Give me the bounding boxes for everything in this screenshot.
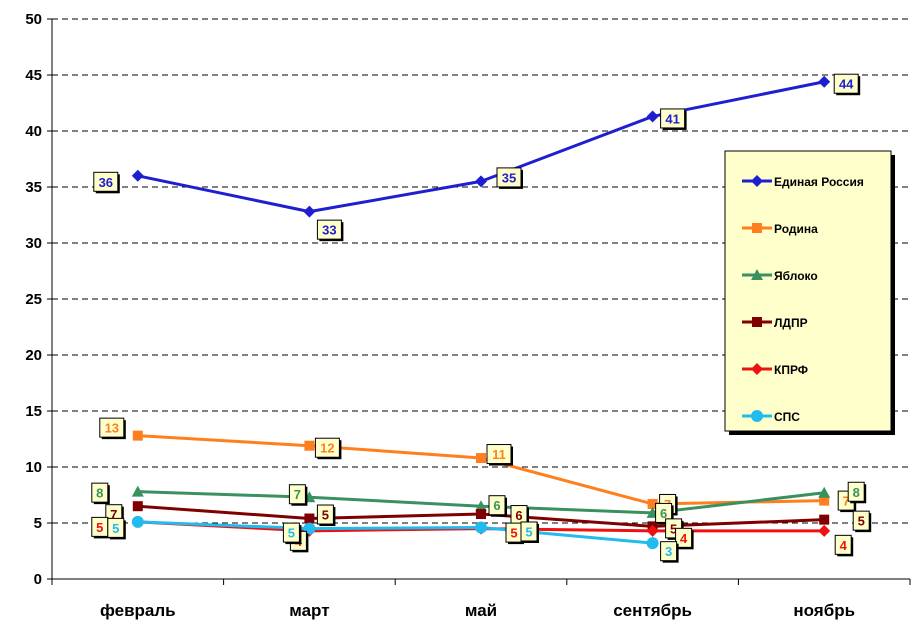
- legend-entry: Родина: [774, 222, 818, 236]
- legend-entry: ЛДПР: [774, 316, 808, 330]
- legend: Единая Россия Родина Яблоко ЛДПР КПРФ СПС: [725, 151, 895, 435]
- data-label: 5: [322, 508, 329, 523]
- y-tick-label: 0: [34, 571, 42, 588]
- legend-marker: [752, 317, 762, 327]
- data-point: [818, 525, 830, 537]
- data-label: 6: [493, 498, 500, 513]
- data-label: 5: [96, 520, 103, 535]
- data-point: [819, 515, 829, 525]
- data-point: [303, 206, 315, 218]
- data-label: 4: [680, 531, 688, 546]
- data-label: 6: [515, 508, 522, 523]
- data-label: 11: [492, 447, 506, 462]
- series-line-0: [138, 82, 824, 212]
- y-tick-label: 50: [25, 11, 42, 28]
- data-point: [476, 509, 486, 519]
- data-label: 5: [510, 526, 517, 541]
- y-tick-label: 15: [25, 403, 42, 420]
- data-point: [647, 537, 659, 549]
- legend-marker: [752, 223, 762, 233]
- y-tick-label: 5: [34, 515, 42, 532]
- y-tick-label: 20: [25, 347, 42, 364]
- data-point: [304, 441, 314, 451]
- data-point: [475, 175, 487, 187]
- data-point: [475, 521, 487, 533]
- data-label: 36: [99, 175, 113, 190]
- legend-entry: Единая Россия: [774, 175, 864, 189]
- data-label: 5: [525, 524, 532, 539]
- legend-box: [725, 151, 891, 431]
- data-label: 8: [853, 485, 860, 500]
- data-label: 35: [502, 170, 516, 185]
- y-tick-label: 25: [25, 291, 42, 308]
- data-label: 7: [294, 487, 301, 502]
- data-label: 3: [665, 544, 672, 559]
- data-label: 44: [839, 77, 854, 92]
- y-tick-label: 40: [25, 123, 42, 140]
- x-tick-label: май: [465, 601, 497, 620]
- data-point: [818, 76, 830, 88]
- y-tick-label: 35: [25, 179, 42, 196]
- legend-entry: СПС: [774, 410, 800, 424]
- data-point: [133, 501, 143, 511]
- legend-marker: [751, 410, 763, 422]
- legend-entry: КПРФ: [774, 363, 808, 377]
- legend-entry: Яблоко: [774, 269, 818, 283]
- data-label: 5: [112, 521, 119, 536]
- y-tick-label: 10: [25, 459, 42, 476]
- data-point: [476, 453, 486, 463]
- data-label: 13: [105, 421, 119, 436]
- x-tick-label: сентябрь: [613, 601, 692, 620]
- y-tick-label: 30: [25, 235, 42, 252]
- series-line-5: [138, 522, 653, 543]
- data-point: [132, 170, 144, 182]
- x-tick-label: март: [289, 601, 329, 620]
- data-label: 5: [288, 526, 295, 541]
- x-tick-label: февраль: [100, 601, 176, 620]
- data-point: [132, 516, 144, 528]
- y-tick-label: 45: [25, 67, 42, 84]
- data-label: 4: [840, 538, 848, 553]
- data-point: [133, 431, 143, 441]
- data-point: [304, 514, 314, 524]
- data-label: 33: [322, 223, 336, 238]
- data-label: 8: [96, 486, 103, 501]
- data-label: 12: [320, 441, 334, 456]
- data-point: [647, 110, 659, 122]
- x-tick-label: ноябрь: [793, 601, 855, 620]
- data-label: 41: [665, 111, 679, 126]
- data-label: 5: [858, 514, 865, 529]
